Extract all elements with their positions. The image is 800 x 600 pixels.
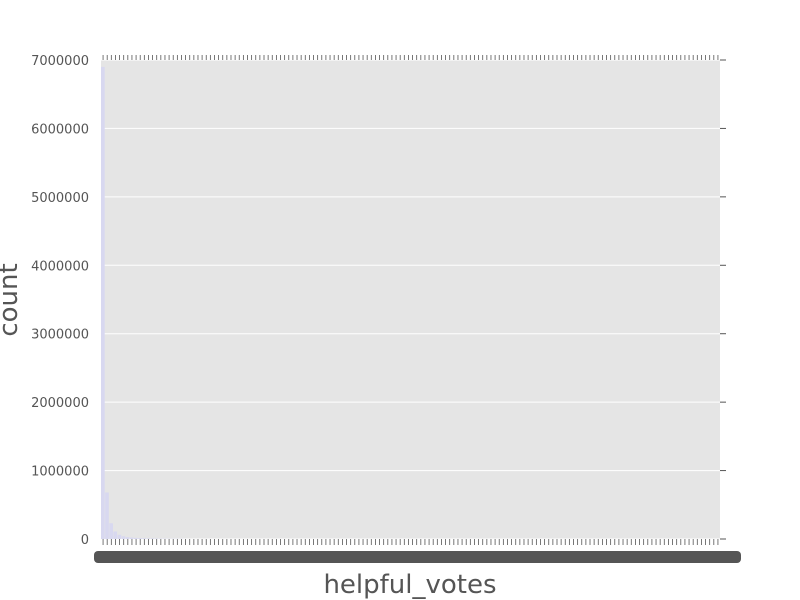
bar [117, 534, 122, 539]
y-tick-label: 5000000 [31, 191, 89, 206]
bar [138, 538, 142, 539]
plot-background [101, 60, 720, 539]
y-axis-ticks: 0 1000000 2000000 3000000 4000000 5000000 6000… [31, 54, 726, 548]
bar [146, 538, 151, 539]
bar [121, 536, 126, 539]
y-axis-title: count [0, 263, 24, 336]
y-tick-label: 6000000 [31, 122, 89, 137]
y-tick-label: 4000000 [31, 259, 89, 274]
x-axis-ticks [94, 55, 741, 563]
bar [125, 537, 130, 539]
x-axis-title: helpful_votes [323, 570, 496, 600]
y-tick-label: 7000000 [31, 54, 89, 69]
bar [109, 523, 113, 539]
bar [101, 66, 105, 539]
grid-lines [101, 59, 720, 540]
bar [134, 537, 138, 539]
y-tick-label: 1000000 [31, 465, 89, 480]
x-tick-labels-overlap [94, 551, 741, 563]
bar [129, 537, 134, 539]
y-tick-label: 0 [81, 533, 89, 548]
bar [142, 538, 146, 539]
bar-series [101, 66, 184, 539]
y-tick-label: 2000000 [31, 396, 89, 411]
bar [105, 492, 109, 539]
bar [113, 531, 118, 539]
y-tick-label: 3000000 [31, 328, 89, 343]
